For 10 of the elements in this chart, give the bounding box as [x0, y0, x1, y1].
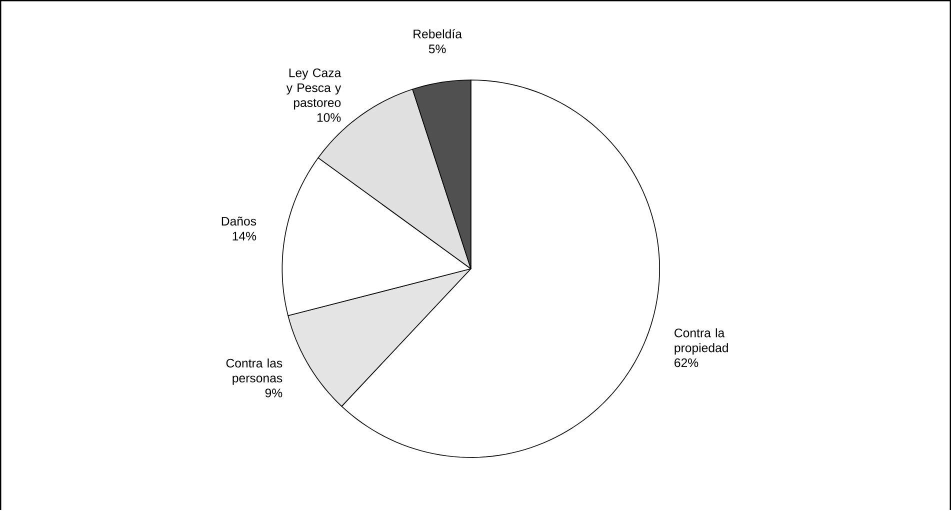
data-label: 62% — [674, 358, 698, 368]
data-label: 10% — [317, 113, 341, 122]
data-label: 9% — [265, 388, 282, 398]
slice-label: Contra la propiedad — [674, 328, 728, 355]
data-label: 14% — [232, 232, 256, 241]
slice-label: Rebeldía — [414, 29, 462, 39]
data-label: 5% — [428, 44, 446, 54]
slice-label: Ley Caza y Pesca y pastoreo — [286, 68, 342, 110]
slice-label: Contra las personas — [226, 358, 282, 386]
slice-label: Daños — [222, 216, 256, 226]
